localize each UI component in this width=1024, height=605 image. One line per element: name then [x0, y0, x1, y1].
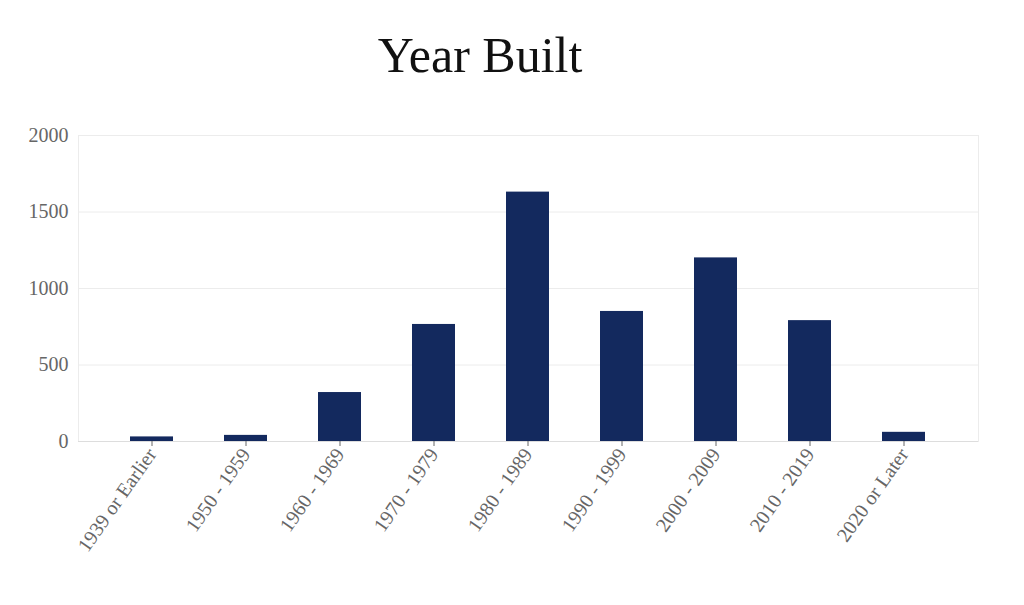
- svg-text:2020 or Later: 2020 or Later: [832, 444, 913, 546]
- svg-text:1950 - 1959: 1950 - 1959: [181, 444, 254, 536]
- svg-text:1980 - 1989: 1980 - 1989: [463, 444, 536, 536]
- svg-text:1990 - 1999: 1990 - 1999: [557, 444, 630, 536]
- svg-text:1970 - 1979: 1970 - 1979: [369, 444, 442, 536]
- svg-text:2000 - 2009: 2000 - 2009: [651, 444, 724, 536]
- svg-text:1939 or Earlier: 1939 or Earlier: [73, 444, 161, 556]
- html-text:Year Built: Year Built: [377, 27, 583, 83]
- svg-text:2010 - 2019: 2010 - 2019: [745, 444, 818, 536]
- svg-text:1500: 1500: [29, 200, 69, 222]
- svg-text:1960 - 1969: 1960 - 1969: [275, 444, 348, 536]
- svg-text:1000: 1000: [29, 277, 69, 299]
- svg-text:0: 0: [59, 430, 69, 452]
- svg-text:500: 500: [39, 353, 69, 375]
- svg-text:2000: 2000: [29, 124, 69, 146]
